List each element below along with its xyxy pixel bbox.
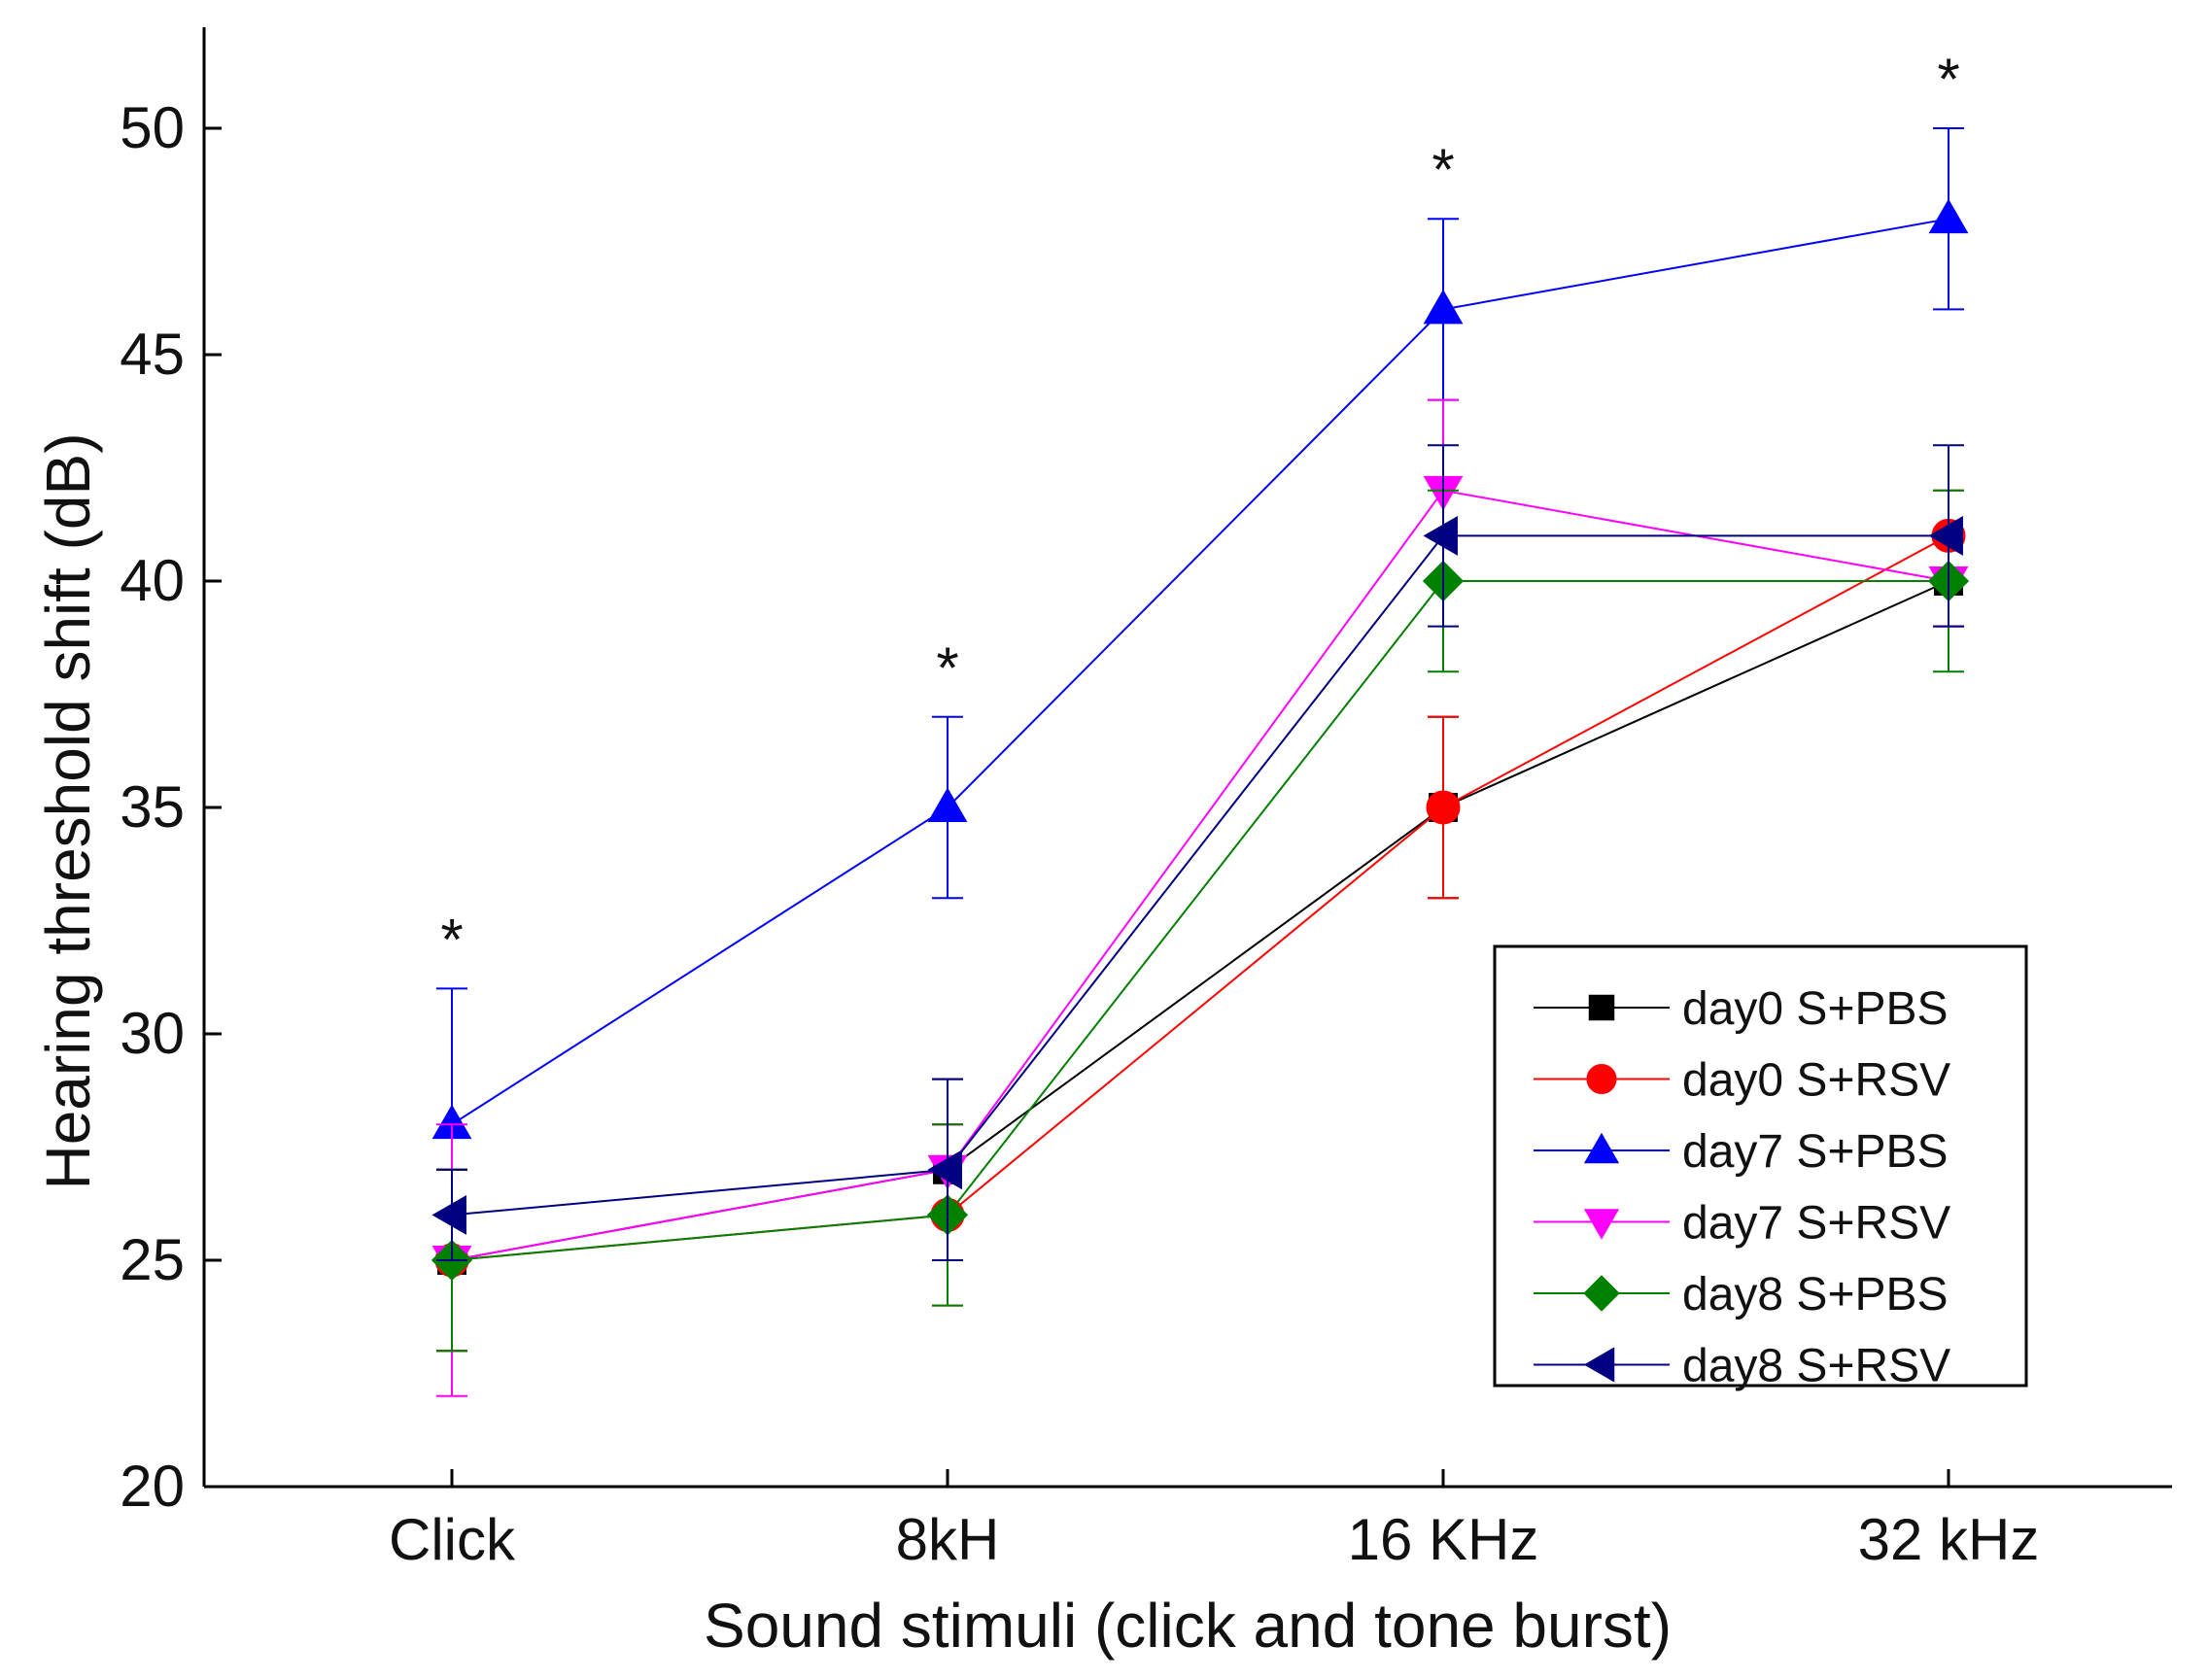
y-tick-label: 20: [120, 1454, 185, 1519]
legend-marker: [1583, 1275, 1620, 1312]
significance-star: *: [440, 907, 463, 972]
significance-star: *: [936, 635, 958, 701]
x-tick-label: 32 kHz: [1858, 1507, 2040, 1572]
data-point: [1426, 790, 1461, 825]
series-day8-s-rsv: [431, 444, 1964, 1261]
legend-item-day0-s-pbs: day0 S+PBS: [1534, 983, 1949, 1035]
annotations: * * * *: [440, 47, 1959, 972]
legend-item-day8-s-rsv: day8 S+RSV: [1534, 1341, 1950, 1392]
y-tick-label: 50: [120, 95, 185, 160]
legend: day0 S+PBS day0 S+RSV day7 S+PBS day7 S+RSV…: [1493, 944, 2028, 1392]
legend-label: day0 S+RSV: [1682, 1055, 1950, 1107]
x-tick-label: 8kH: [896, 1507, 1000, 1572]
legend-marker: [1583, 1132, 1620, 1164]
legend-marker: [1586, 1064, 1617, 1094]
series-day7-s-pbs: [431, 127, 1969, 1261]
y-ticks: 20 25 30 35 40 45 50: [120, 95, 222, 1519]
series-layer: [431, 127, 1970, 1397]
legend-marker: [1583, 1209, 1620, 1240]
significance-star: *: [1432, 137, 1454, 202]
y-axis-title: Hearing threshold shift (dB): [33, 432, 103, 1189]
legend-box: [1493, 944, 2028, 1388]
x-tick-label: 16 KHz: [1348, 1507, 1539, 1572]
legend-label: day7 S+PBS: [1682, 1126, 1949, 1178]
x-tick-label: Click: [389, 1507, 516, 1572]
x-axis-title: Sound stimuli (click and tone burst): [704, 1591, 1672, 1661]
data-point: [1928, 515, 1963, 556]
legend-label: day7 S+RSV: [1682, 1198, 1950, 1250]
legend-label: day0 S+PBS: [1682, 983, 1949, 1035]
data-point: [1423, 515, 1458, 556]
y-tick-label: 25: [120, 1227, 185, 1292]
legend-item-day7-s-rsv: day7 S+RSV: [1534, 1198, 1950, 1250]
legend-label: day8 S+PBS: [1682, 1269, 1949, 1320]
data-point: [1928, 198, 1969, 234]
data-point: [431, 1194, 466, 1235]
legend-item-day7-s-pbs: day7 S+PBS: [1534, 1126, 1949, 1178]
y-tick-label: 30: [120, 1001, 185, 1066]
data-point: [927, 787, 968, 822]
significance-star: *: [1937, 47, 1959, 112]
series-line: [451, 534, 1949, 1217]
data-point: [1423, 289, 1464, 325]
y-tick-label: 45: [120, 322, 185, 387]
series-line: [451, 218, 1949, 1126]
legend-marker: [1588, 994, 1615, 1021]
legend-item-day0-s-rsv: day0 S+RSV: [1534, 1055, 1950, 1107]
series-line: [451, 580, 1949, 1261]
y-tick-label: 40: [120, 548, 185, 613]
axes: [202, 27, 2172, 1489]
y-tick-label: 35: [120, 774, 185, 840]
legend-marker: [1583, 1347, 1615, 1383]
legend-item-day8-s-pbs: day8 S+PBS: [1534, 1269, 1949, 1320]
x-ticks: Click 8kH 16 KHz 32 kHz: [389, 1469, 2039, 1572]
data-point: [927, 1149, 962, 1190]
legend-label: day8 S+RSV: [1682, 1341, 1950, 1392]
